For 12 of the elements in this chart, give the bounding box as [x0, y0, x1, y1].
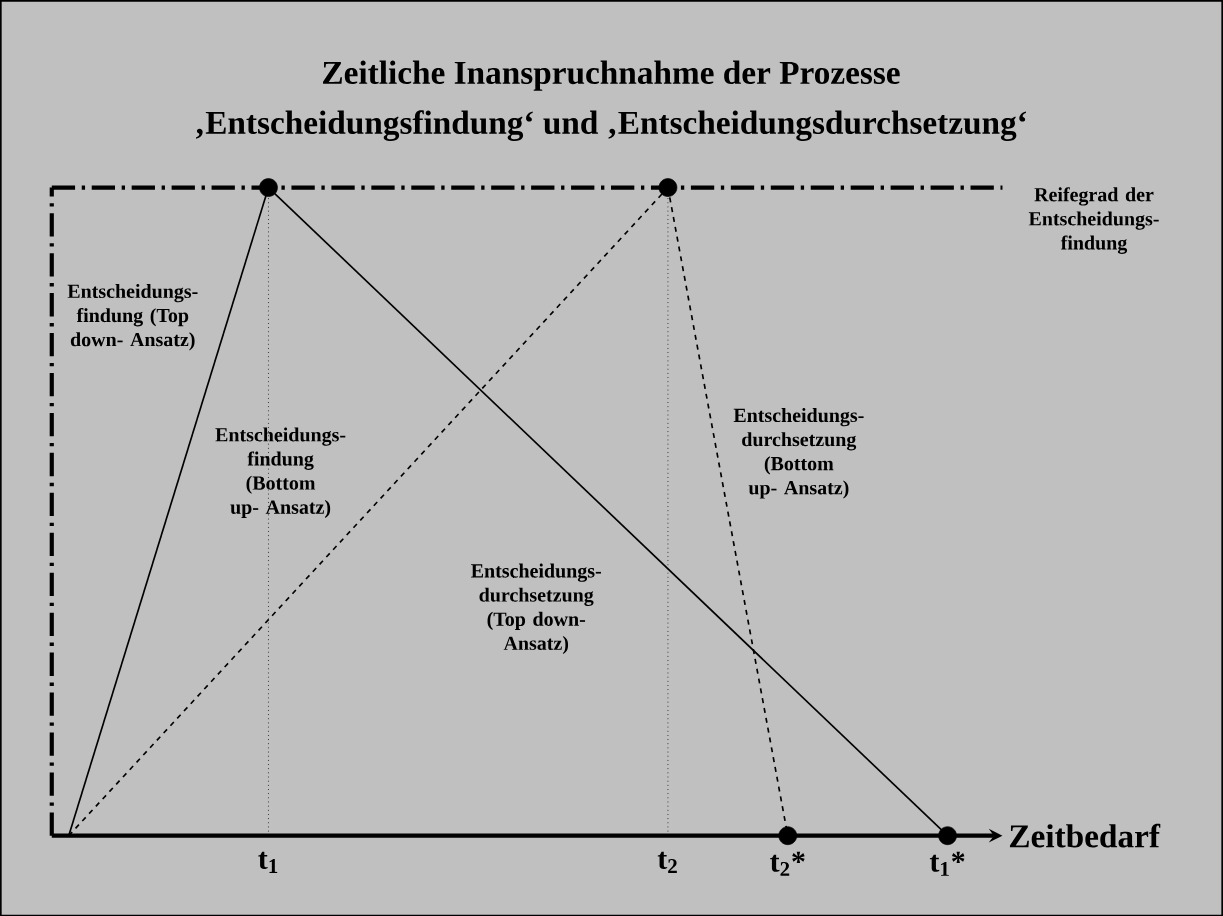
x-tick-label: t$_{1}$: [258, 851, 278, 873]
series-label: Entscheidungs- findung (Bottom up- Ansatz): [215, 427, 346, 518]
x-axis-title: Zeitbedarf: [1009, 823, 1161, 848]
chart-subtitle: ‚Entscheidungsfindung‘ und ‚Entscheidungsdurchsetzung‘: [196, 110, 1026, 141]
chart-title: Zeitliche Inanspruchnahme der Prozesse: [323, 60, 900, 91]
series-label: Entscheidungs- durchsetzung (Bottom up- Ansatz): [733, 407, 864, 499]
text: Entscheidungs- durchsetzung (Top down- Ansatz): [471, 563, 601, 654]
series-label: Entscheidungs- findung (Top down- Ansatz): [67, 283, 198, 351]
x-tick-label: t$_{2}$*: [770, 851, 805, 876]
x-tick-label: t$_{2}$: [657, 851, 677, 873]
x-tick-label: t$_{1}$*: [929, 851, 965, 876]
ref-line-label: Reifegrad der Entscheidungs- findung: [1028, 186, 1159, 254]
